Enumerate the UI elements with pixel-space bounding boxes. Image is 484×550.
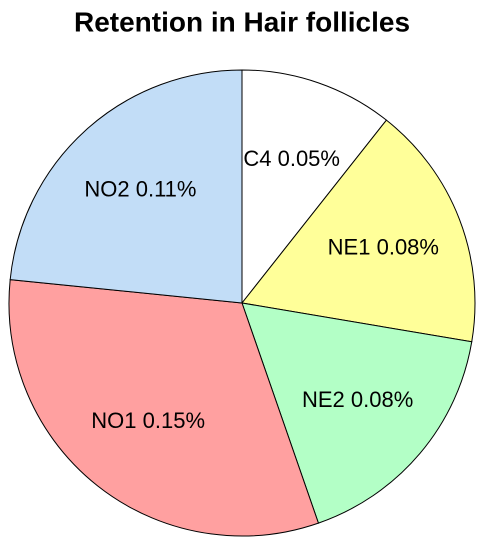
slice-label: NO1 0.15%: [91, 408, 205, 433]
pie-slice: [8, 279, 320, 537]
slice-label: NE2 0.08%: [302, 387, 413, 412]
slice-category: NE2: [302, 387, 345, 412]
pie-slice: [241, 119, 476, 343]
slice-label: NE1 0.08%: [328, 234, 439, 259]
pie-slice: [9, 69, 243, 304]
slice-value: 0.05%: [278, 146, 340, 171]
slice-category: NE1: [328, 234, 371, 259]
slice-value: 0.08%: [351, 387, 413, 412]
pie-slice: [241, 69, 388, 305]
slice-category: C4: [243, 146, 271, 171]
slice-value: 0.08%: [377, 234, 439, 259]
slice-category: NO1: [91, 408, 136, 433]
slice-category: NO2: [84, 176, 129, 201]
slice-label: C4 0.05%: [243, 146, 340, 171]
slice-value: 0.15%: [143, 408, 205, 433]
slice-value: 0.11%: [136, 176, 197, 201]
slice-label: NO2 0.11%: [84, 176, 196, 201]
chart-title: Retention in Hair follicles: [74, 6, 410, 37]
